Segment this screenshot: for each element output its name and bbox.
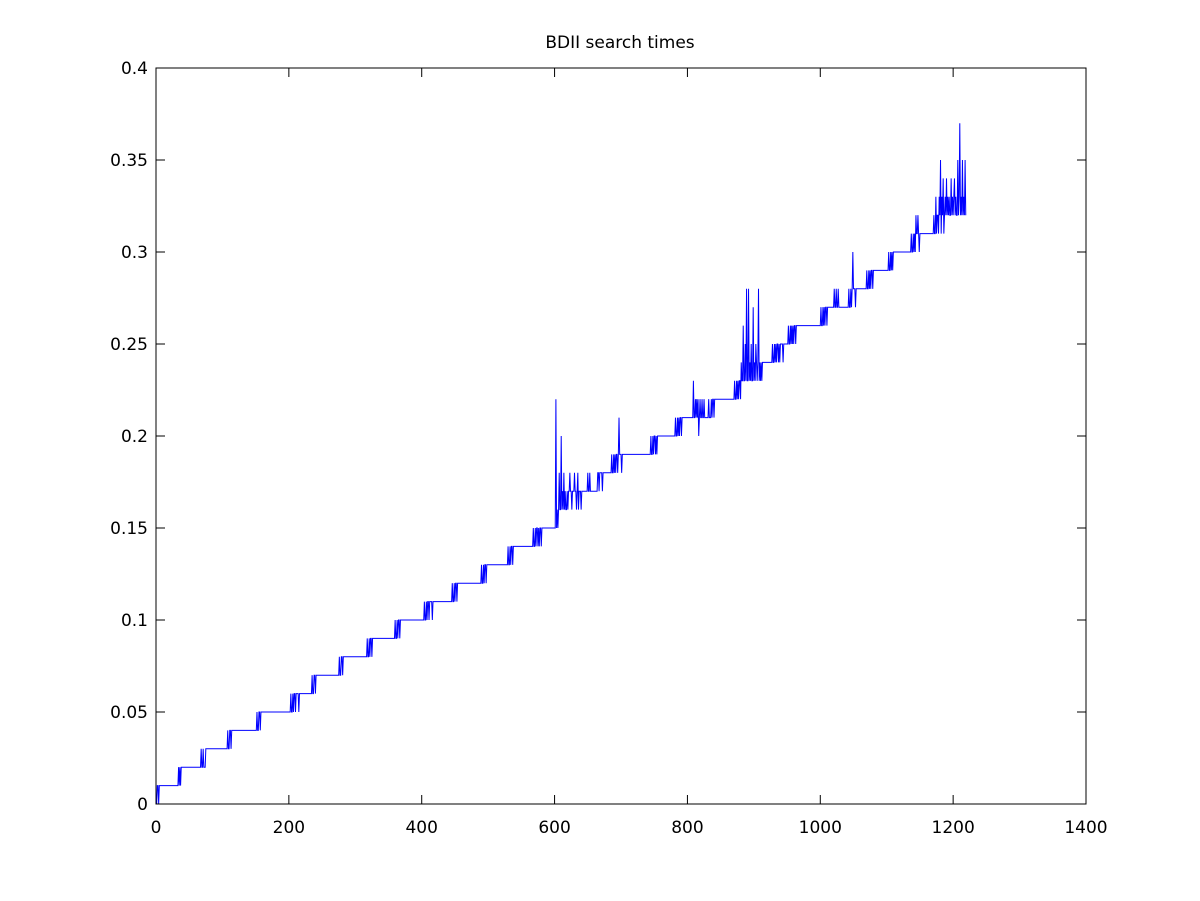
y-tick-label: 0.1	[121, 611, 148, 631]
y-tick-label: 0.25	[110, 335, 148, 355]
x-tick-label: 400	[405, 818, 437, 838]
y-tick-label: 0.35	[110, 151, 148, 171]
x-tick-label: 600	[538, 818, 570, 838]
x-tick-label: 0	[151, 818, 162, 838]
axes-box	[155, 67, 1087, 805]
x-tick-label: 800	[671, 818, 703, 838]
y-tick-label: 0.2	[121, 427, 148, 447]
plot-area	[156, 123, 967, 805]
y-tick-label: 0.3	[121, 243, 148, 263]
x-tick-label: 200	[273, 818, 305, 838]
x-tick-label: 1000	[799, 818, 842, 838]
x-tick-label: 1200	[932, 818, 975, 838]
y-tick-label: 0	[137, 795, 148, 815]
axis-tick-labels: 0 200 400 600 800 1000 1200 1400 0 0.05 0.1 0.15 0.2…	[110, 59, 1107, 838]
y-tick-label: 0.15	[110, 519, 148, 539]
series-line	[156, 123, 967, 805]
y-tick-label: 0.4	[121, 59, 148, 79]
y-tick-label: 0.05	[110, 703, 148, 723]
chart-title: BDII search times	[545, 33, 694, 53]
x-tick-label: 1400	[1064, 818, 1107, 838]
